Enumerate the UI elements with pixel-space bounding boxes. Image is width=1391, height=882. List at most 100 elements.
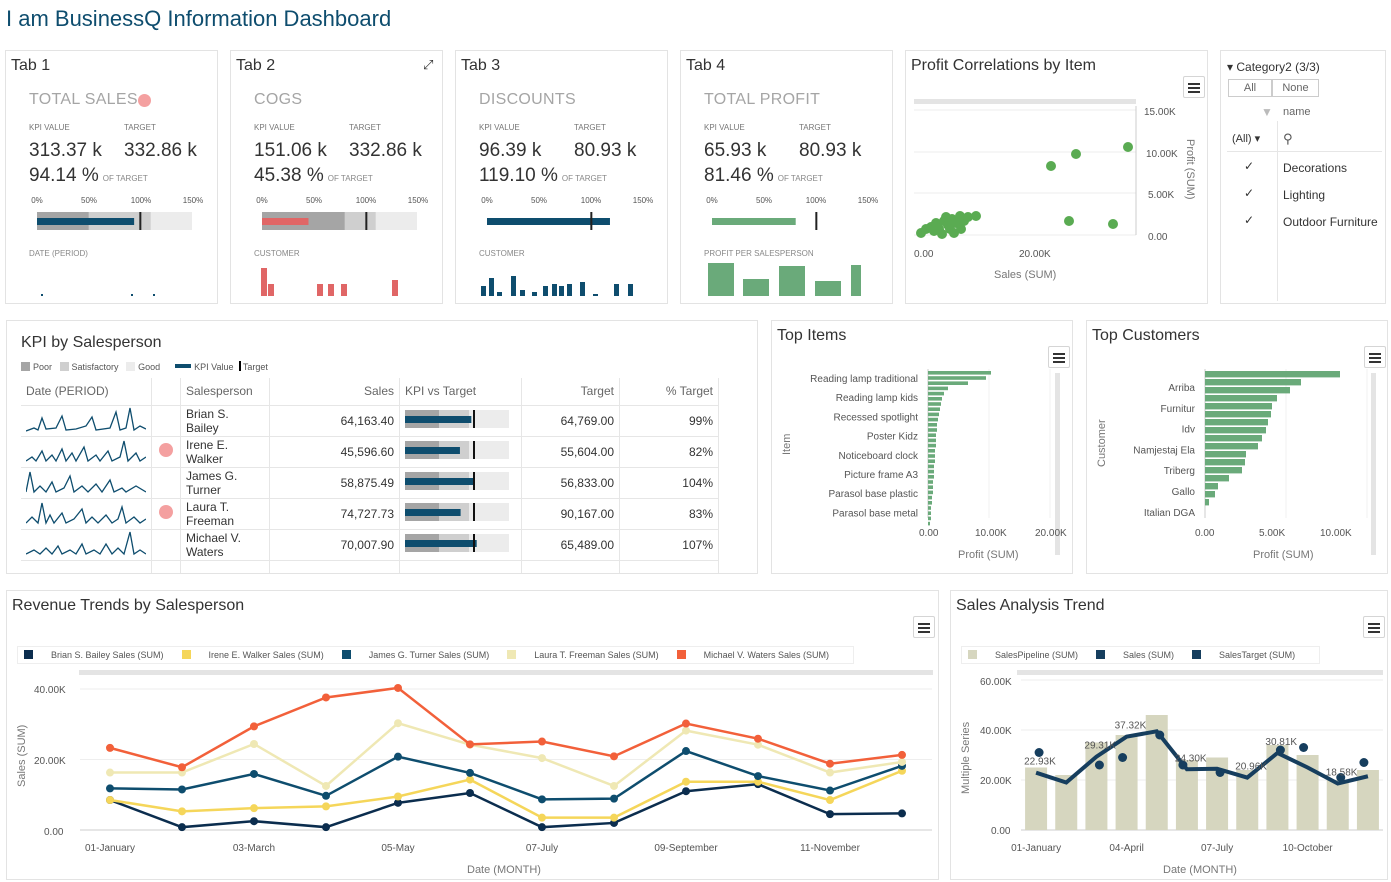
check-icon[interactable]: ✓	[1244, 186, 1255, 200]
data-point	[394, 752, 402, 761]
scrollbar[interactable]	[914, 99, 1136, 104]
col-header[interactable]: % Target	[619, 378, 719, 406]
scatter-point	[1123, 142, 1133, 152]
bar	[1175, 760, 1198, 830]
sparkline	[25, 440, 147, 463]
data-point	[754, 734, 762, 743]
collapse-icon[interactable]: ▾	[1227, 60, 1234, 74]
mini-bar-chart	[708, 263, 861, 296]
bar	[1205, 451, 1246, 458]
y-tick: 10.00K	[1146, 149, 1178, 160]
revenue-line-chart: 01-January 03-March 05-May 07-July 09-Septem…	[16, 670, 933, 876]
data-point	[682, 726, 690, 735]
target-marker	[365, 212, 368, 230]
bar	[928, 371, 991, 375]
menu-icon[interactable]	[1364, 346, 1386, 368]
data-point	[178, 823, 186, 832]
sparkline-cell	[21, 529, 152, 561]
menu-icon[interactable]	[1363, 616, 1385, 638]
mini-bar	[511, 276, 516, 296]
filter-header[interactable]: ▾ Category2 (3/3)	[1227, 60, 1320, 74]
target-marker	[473, 410, 475, 428]
data-label: 20.96K	[1235, 762, 1267, 773]
series-line	[109, 782, 903, 829]
scrollbar[interactable]	[1055, 373, 1060, 555]
scrollbar[interactable]	[79, 670, 933, 675]
bar	[1025, 767, 1048, 830]
select-all-button[interactable]: All	[1228, 79, 1272, 97]
y-axis-label: Customer	[1096, 419, 1108, 467]
target-point	[1155, 730, 1165, 740]
kpi-subtitle: PROFIT PER SALESPERSON	[704, 249, 814, 258]
y-axis-label: Sales (SUM)	[16, 725, 28, 787]
alert-indicator	[159, 505, 173, 519]
salesperson-name: Irene E. Walker	[180, 436, 270, 468]
check-icon[interactable]: ✓	[1244, 159, 1255, 173]
legend-item[interactable]: Irene E. Walker Sales (SUM)	[181, 650, 324, 660]
table-row[interactable]: Irene E. Walker 45,596.60 55,604.00 82%	[21, 436, 719, 468]
menu-icon[interactable]	[1183, 76, 1205, 98]
table-row[interactable]: Laura T. Freeman 74,727.73 90,167.00 83%	[21, 498, 719, 530]
target-value: 65,489.00	[521, 529, 620, 561]
target-marker	[139, 212, 142, 230]
bar	[1145, 715, 1168, 830]
scatter-point	[937, 229, 947, 239]
tab-title[interactable]: Tab 1	[11, 57, 51, 74]
tab-title[interactable]: Tab 4	[686, 57, 726, 74]
kpi-subtitle: CUSTOMER	[479, 249, 525, 258]
bar	[928, 391, 944, 396]
data-point	[322, 823, 330, 832]
scrollbar[interactable]	[1017, 670, 1383, 675]
check-icon[interactable]: ✓	[1244, 213, 1255, 227]
kpi-by-salesperson-panel: KPI by Salesperson Poor Satisfactory Goo…	[6, 320, 758, 574]
data-point	[466, 768, 474, 777]
legend-item[interactable]: James G. Turner Sales (SUM)	[341, 650, 489, 660]
mini-bar	[261, 268, 267, 296]
bar	[1205, 499, 1209, 506]
search-icon[interactable]: ⚲	[1283, 131, 1293, 146]
col-header[interactable]: Sales	[269, 378, 400, 406]
table-row[interactable]: Michael V. Waters 70,007.90 65,489.00 10…	[21, 529, 719, 561]
category-label: Gallo	[1172, 487, 1196, 498]
col-header[interactable]	[151, 378, 181, 406]
data-point	[826, 810, 834, 819]
all-select[interactable]: (All) ▾	[1232, 133, 1261, 145]
expand-icon[interactable]: ⤢	[423, 57, 434, 72]
menu-icon[interactable]	[1048, 346, 1070, 368]
legend-item[interactable]: Sales (SUM)	[1096, 650, 1174, 660]
bar	[928, 469, 934, 474]
target-point	[1215, 768, 1225, 777]
salesperson-name: Laura T. Freeman	[180, 498, 270, 530]
data-point	[682, 787, 690, 796]
table-row[interactable]: Brian S. Bailey 64,163.40 64,769.00 99%	[21, 405, 719, 437]
select-none-button[interactable]: None	[1272, 79, 1319, 97]
kpi-subtitle: CUSTOMER	[254, 249, 300, 258]
scrollbar[interactable]	[1371, 373, 1376, 555]
category-label: Idv	[1182, 425, 1195, 436]
col-header[interactable]: Date (PERIOD)	[21, 378, 152, 406]
bar	[928, 412, 939, 417]
data-point	[538, 795, 546, 804]
x-tick: 10-October	[1283, 843, 1334, 854]
legend-item[interactable]: SalesTarget (SUM)	[1192, 650, 1295, 660]
menu-icon[interactable]	[913, 616, 935, 638]
bar	[928, 475, 934, 479]
col-header[interactable]: KPI vs Target	[399, 378, 522, 406]
legend-item[interactable]: Laura T. Freeman Sales (SUM)	[507, 650, 659, 660]
kpi-percent: 45.38 % OF TARGET	[254, 165, 373, 186]
bar	[928, 423, 937, 427]
col-header[interactable]: Target	[521, 378, 620, 406]
legend-item[interactable]: Brian S. Bailey Sales (SUM)	[24, 650, 164, 660]
table-row[interactable]: James G. Turner 58,875.49 56,833.00 104%	[21, 467, 719, 499]
mini-bar	[567, 284, 572, 296]
mini-bar	[614, 284, 619, 296]
revenue-trends-panel: Revenue Trends by Salesperson Brian S. B…	[6, 590, 939, 880]
col-header[interactable]: Salesperson	[180, 378, 270, 406]
tab-title[interactable]: Tab 3	[461, 57, 501, 74]
kpi-vs-target	[399, 467, 522, 499]
legend-item[interactable]: Michael V. Waters Sales (SUM)	[676, 650, 829, 660]
legend-item[interactable]: SalesPipeline (SUM)	[968, 650, 1078, 660]
tab-title[interactable]: Tab 2	[236, 57, 276, 74]
mini-bar	[815, 281, 841, 296]
bar	[1205, 483, 1218, 490]
